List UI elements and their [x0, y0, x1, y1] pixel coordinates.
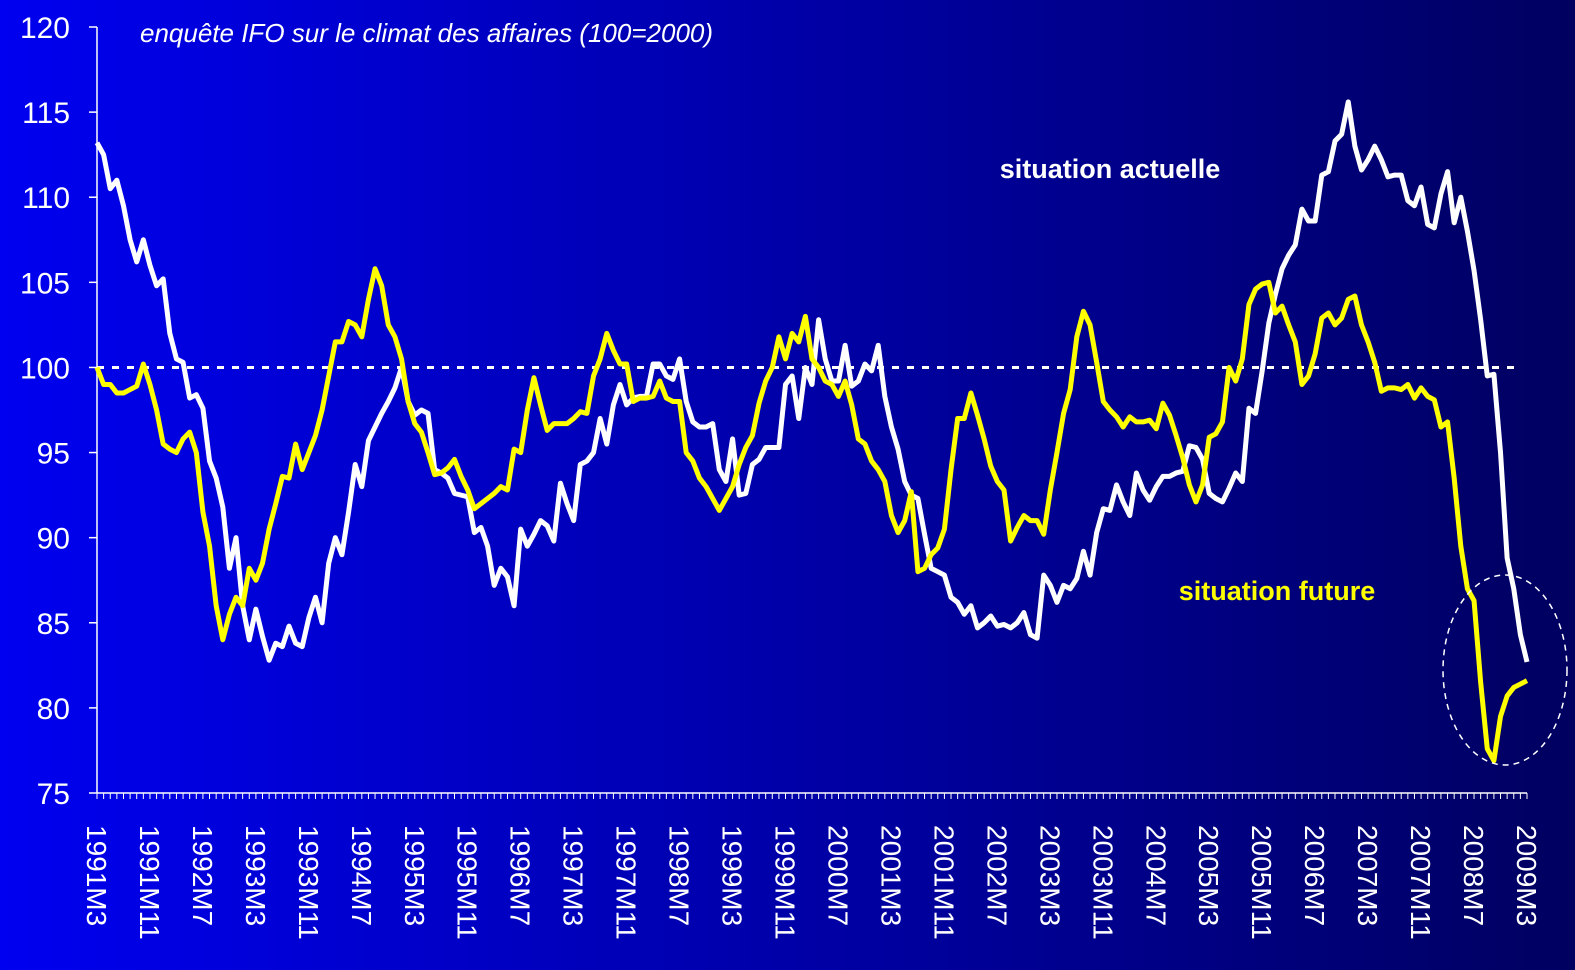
y-tick-label: 100: [20, 352, 70, 385]
x-tick-label: 2003M11: [1087, 825, 1118, 940]
x-tick-label: 1995M3: [399, 825, 430, 926]
x-tick-label: 1995M11: [452, 825, 483, 940]
series-line: [94, 99, 1530, 663]
y-tick-label: 80: [37, 693, 70, 726]
series-line: [94, 266, 1529, 764]
x-tick-label: 2007M11: [1405, 825, 1436, 940]
x-tick-label: 1992M7: [187, 825, 218, 926]
series-label: situation future: [1179, 576, 1376, 606]
y-tick-label: 90: [37, 523, 70, 556]
x-tick-label: 2005M3: [1193, 825, 1224, 926]
x-tick-label: 1993M11: [293, 825, 324, 940]
x-tick-label: 1998M7: [664, 825, 695, 926]
x-tick-label: 1999M3: [717, 825, 748, 926]
x-tick-label: 2006M7: [1299, 825, 1330, 926]
x-tick-label: 2008M7: [1458, 825, 1489, 926]
chart-title: enquête IFO sur le climat des affaires (…: [140, 18, 713, 48]
y-tick-label: 85: [37, 608, 70, 641]
x-tick-label: 1999M11: [770, 825, 801, 940]
x-tick-label: 2009M3: [1511, 825, 1542, 926]
x-tick-label: 1993M3: [240, 825, 271, 926]
y-tick-label: 95: [37, 438, 70, 471]
x-tick-label: 2007M3: [1352, 825, 1383, 926]
series-label: situation actuelle: [1000, 154, 1221, 184]
x-tick-label: 1997M11: [611, 825, 642, 940]
x-tick-label: 2001M11: [928, 825, 959, 940]
x-tick-label: 1991M11: [134, 825, 165, 940]
y-tick-label: 105: [20, 267, 70, 300]
x-tick-label: 2005M11: [1246, 825, 1277, 940]
x-tick-label: 1997M3: [558, 825, 589, 926]
x-tick-label: 2002M7: [981, 825, 1012, 926]
x-tick-label: 1996M7: [505, 825, 536, 926]
x-tick-label: 2001M3: [875, 825, 906, 926]
x-tick-label: 1994M7: [346, 825, 377, 926]
x-tick-label: 2003M3: [1034, 825, 1065, 926]
x-tick-label: 2000M7: [822, 825, 853, 926]
y-tick-label: 115: [22, 97, 70, 130]
y-tick-label: 110: [22, 182, 70, 215]
x-tick-label: 2004M7: [1140, 825, 1171, 926]
y-tick-label: 120: [20, 12, 70, 45]
y-tick-label: 75: [37, 778, 70, 811]
x-tick-label: 1991M3: [81, 825, 112, 926]
highlight-ellipse: [1442, 574, 1568, 766]
